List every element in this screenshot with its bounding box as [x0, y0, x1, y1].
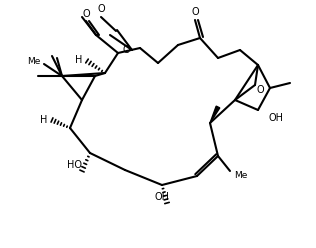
- Text: OH: OH: [269, 113, 283, 123]
- Text: O: O: [97, 4, 105, 14]
- Text: O: O: [191, 7, 199, 17]
- Text: HO: HO: [67, 160, 82, 170]
- Text: Me: Me: [234, 171, 247, 180]
- Text: H: H: [75, 55, 83, 65]
- Text: OH: OH: [155, 192, 169, 202]
- Text: O: O: [256, 85, 264, 95]
- Text: O: O: [123, 45, 131, 55]
- Polygon shape: [210, 106, 220, 123]
- Text: Me: Me: [27, 58, 41, 66]
- Text: O: O: [82, 9, 90, 19]
- Text: H: H: [40, 115, 48, 125]
